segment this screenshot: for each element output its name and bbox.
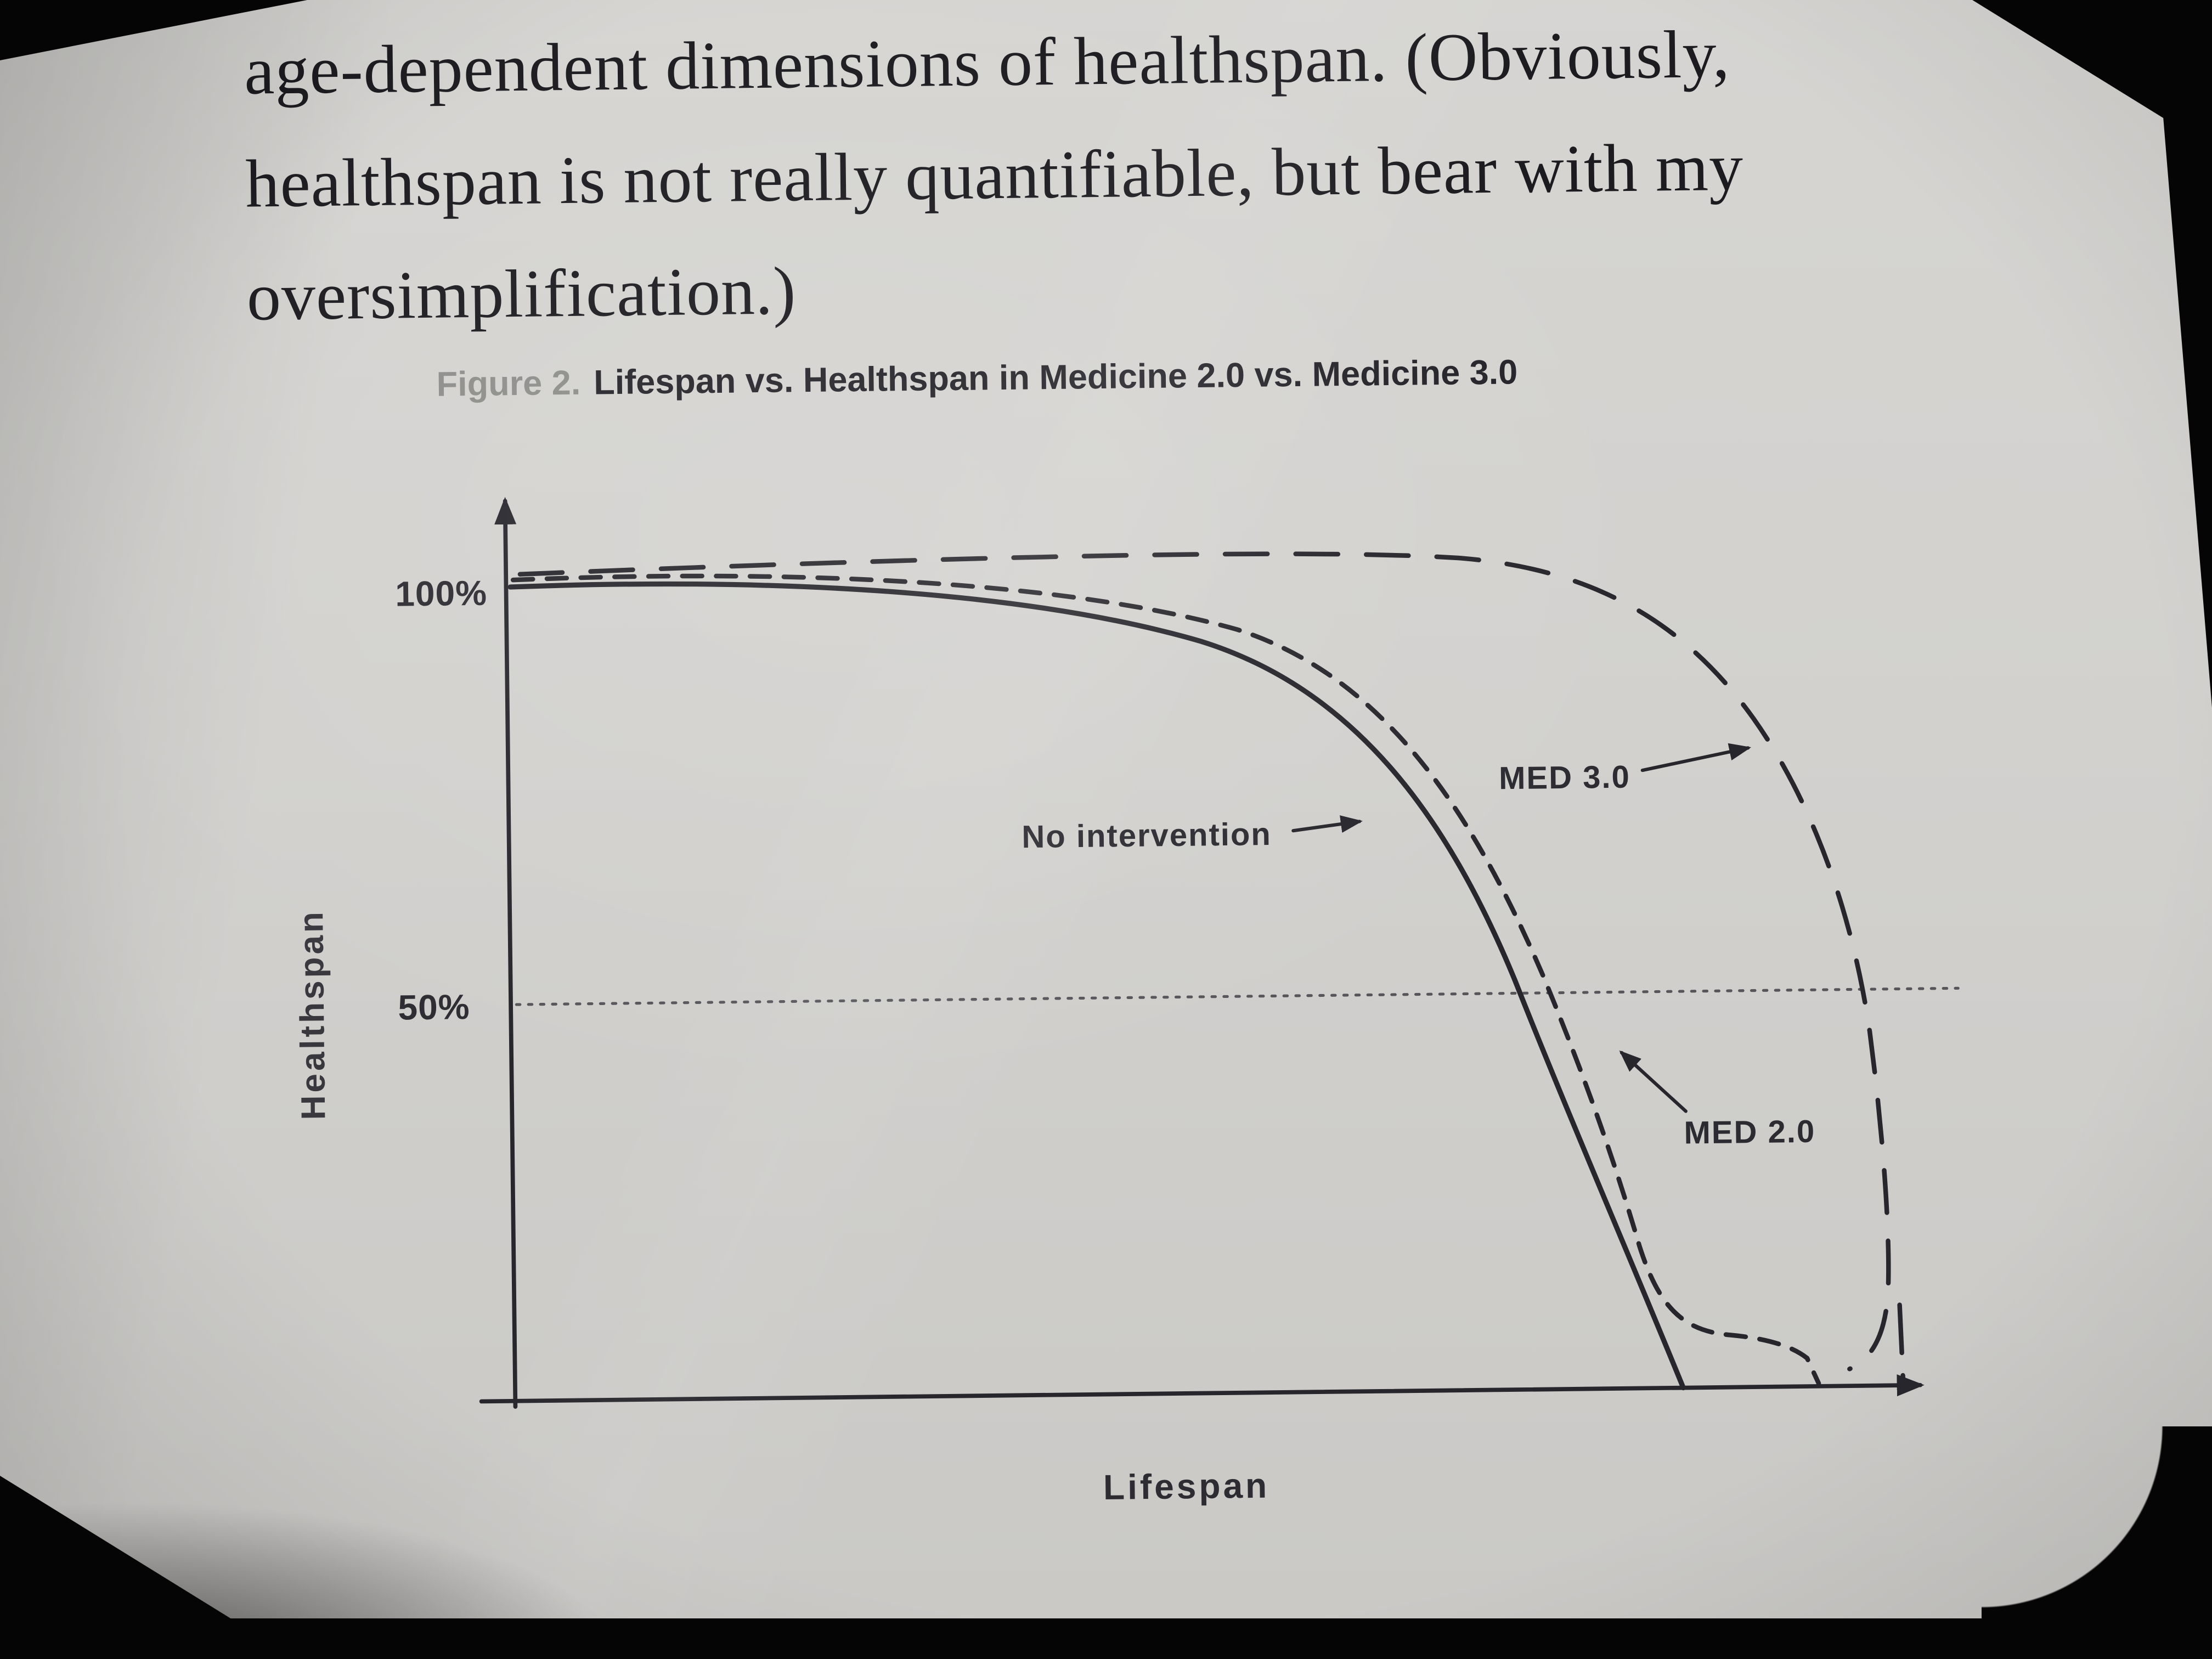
figure-2: Figure 2. Lifespan vs. Healthspan in Medi… (35, 37, 2212, 1659)
x-axis-title: Lifespan (1103, 1465, 1270, 1508)
med3-curve-tail (1897, 1302, 1906, 1388)
y-axis-title: Healthspan (292, 909, 333, 1120)
no-intervention-arrow (1291, 815, 1363, 833)
fifty-percent-dotted-line (515, 986, 1960, 1006)
med2-arrow (1619, 1050, 1688, 1113)
annotation-med-3-0: MED 3.0 (1498, 759, 1631, 797)
y-tick-50: 50% (398, 987, 470, 1028)
y-axis (494, 496, 518, 1409)
x-axis (479, 1374, 1925, 1404)
no-intervention-curve (507, 581, 1686, 1391)
annotation-no-intervention: No intervention (1022, 816, 1272, 855)
med3-curve (517, 551, 1891, 1372)
med2-curve (510, 573, 1821, 1386)
y-tick-100: 100% (394, 573, 488, 614)
page-content: age-dependent dimensions of healthspan. … (35, 16, 2212, 1659)
annotation-med-2-0: MED 2.0 (1684, 1113, 1816, 1151)
photo-edge-bottom (0, 1618, 2212, 1659)
med3-arrow (1640, 743, 1752, 772)
